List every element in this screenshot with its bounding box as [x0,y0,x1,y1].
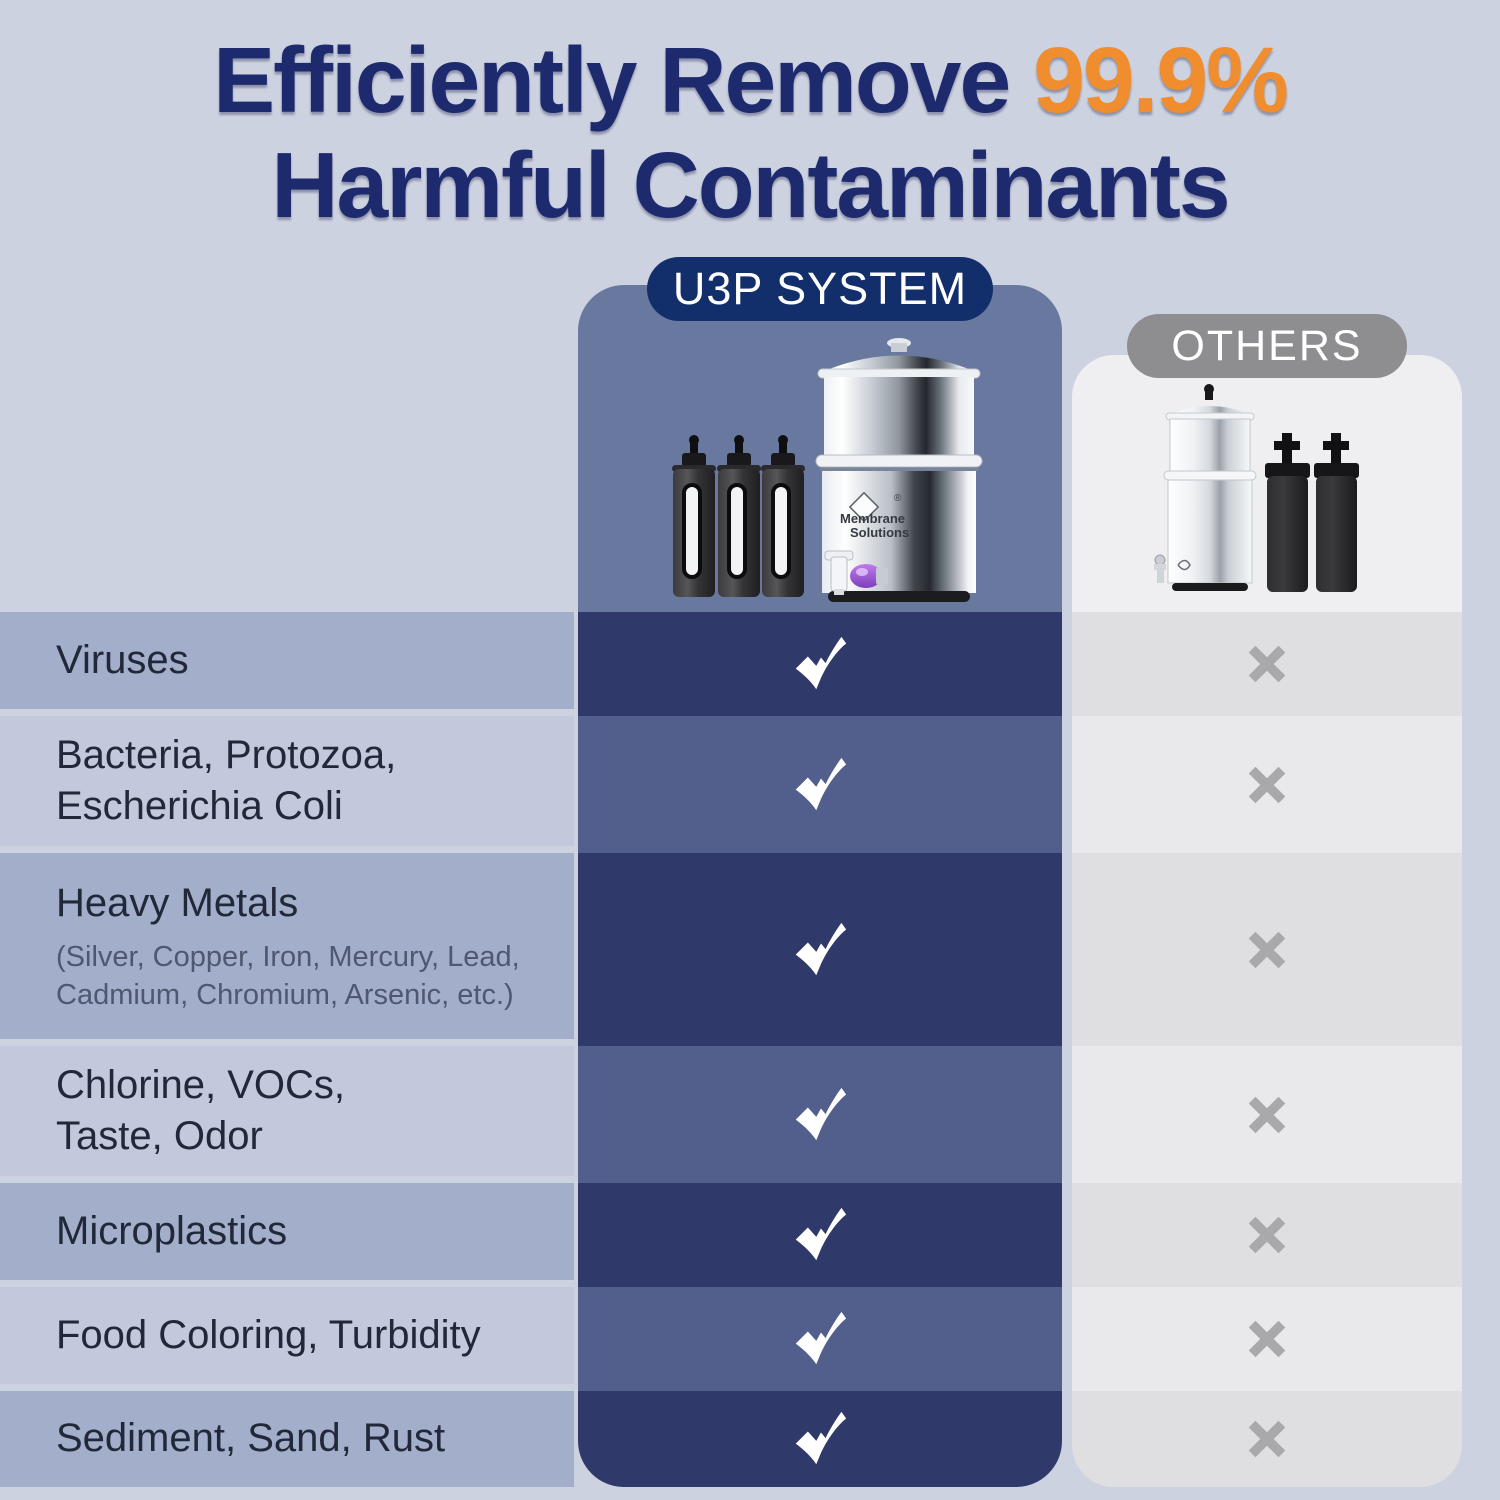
row-label-cell: Food Coloring, Turbidity [0,1287,574,1384]
row-label-line: Microplastics [56,1208,288,1253]
svg-text:Membrane: Membrane [840,511,905,526]
others-cell [1072,1287,1462,1391]
comparison-table: Viruses Bacteria, Protozoa, Escherichia Co… [0,612,1462,1487]
cross-icon [1242,760,1292,810]
title-highlight: 99.9% [1033,28,1289,132]
row-label-cell: Heavy Metals (Silver, Copper, Iron, Mercu… [0,853,574,1039]
black-filter-elements [1265,433,1359,592]
check-icon [792,756,848,814]
others-column-panel: OTHERS [1072,314,1462,612]
others-cell [1072,853,1462,1046]
table-row: Microplastics [0,1183,1462,1287]
cross-icon [1242,1210,1292,1260]
others-product-image [1154,384,1359,592]
check-icon [792,1410,848,1468]
u3p-cell [578,1391,1062,1487]
u3p-badge: U3P SYSTEM [647,257,993,321]
page-title: Efficiently Remove 99.9% Harmful Contamin… [0,28,1500,238]
cross-icon [1242,1090,1292,1140]
brand-logo: ® Membrane Solutions [840,491,909,540]
u3p-cell [578,1183,1062,1287]
check-icon [792,1206,848,1264]
others-cell [1072,1183,1462,1287]
spigot [1154,554,1191,583]
row-label-line: Sediment, Sand, Rust [56,1416,446,1461]
row-label-line: Bacteria, Protozoa, [56,732,397,777]
u3p-cell [578,1287,1062,1391]
u3p-cell [578,853,1062,1046]
u3p-column-panel: U3P SYSTEM [578,257,1062,612]
table-row: Chlorine, VOCs, Taste, Odor [0,1046,1462,1183]
row-label: Chlorine, VOCs, Taste, Odor [56,1060,574,1162]
row-label-cell: Sediment, Sand, Rust [0,1391,574,1487]
others-cell [1072,716,1462,853]
row-sublabel-line: (Silver, Copper, Iron, Mercury, Lead, [56,940,520,973]
title-line-1: Efficiently Remove 99.9% [0,28,1500,133]
table-row: Food Coloring, Turbidity [0,1287,1462,1391]
check-icon [792,1310,848,1368]
spigot [824,550,888,595]
row-label: Microplastics [56,1206,574,1257]
others-badge: OTHERS [1127,314,1407,378]
cross-icon [1242,925,1292,975]
title-line-2: Harmful Contaminants [271,133,1230,238]
check-icon [792,921,848,979]
others-cell [1072,1391,1462,1487]
others-cell [1072,612,1462,716]
row-label-cell: Chlorine, VOCs, Taste, Odor [0,1046,574,1176]
row-label-cell: Viruses [0,612,574,709]
row-label-line: Viruses [56,637,189,682]
row-sublabel-line: Cadmium, Chromium, Arsenic, etc.) [56,979,514,1012]
black-filter-cartridges [672,435,805,597]
cross-icon [1242,1314,1292,1364]
table-row: Sediment, Sand, Rust [0,1391,1462,1487]
row-label-line: Heavy Metals [56,880,299,925]
stainless-tank [1154,384,1257,591]
row-label: Viruses [56,635,574,686]
u3p-cell [578,1046,1062,1183]
cross-icon [1242,639,1292,689]
row-label: Bacteria, Protozoa, Escherichia Coli [56,730,574,832]
cross-icon [1242,1414,1292,1464]
svg-text:®: ® [894,493,902,504]
row-sublabel: (Silver, Copper, Iron, Mercury, Lead, Cad… [56,938,574,1015]
row-label-cell: Bacteria, Protozoa, Escherichia Coli [0,716,574,846]
check-icon [792,635,848,693]
u3p-product-image: ® Membrane Solutions [672,338,983,602]
stainless-tank: ® Membrane Solutions [815,338,983,602]
row-label: Food Coloring, Turbidity [56,1310,574,1361]
row-label-line: Escherichia Coli [56,784,343,828]
row-label: Heavy Metals [56,878,574,929]
row-label-line: Chlorine, VOCs, [56,1062,345,1107]
u3p-cell [578,612,1062,716]
table-row: Heavy Metals (Silver, Copper, Iron, Mercu… [0,853,1462,1046]
row-label-cell: Microplastics [0,1183,574,1280]
svg-text:Solutions: Solutions [850,525,909,540]
title-text: Efficiently Remove [213,28,1011,132]
row-label-line: Taste, Odor [56,1114,263,1158]
check-icon [792,1086,848,1144]
others-cell [1072,1046,1462,1183]
table-row: Viruses [0,612,1462,716]
row-label-line: Food Coloring, Turbidity [56,1312,481,1357]
row-label: Sediment, Sand, Rust [56,1413,574,1464]
u3p-cell [578,716,1062,853]
table-row: Bacteria, Protozoa, Escherichia Coli [0,716,1462,853]
